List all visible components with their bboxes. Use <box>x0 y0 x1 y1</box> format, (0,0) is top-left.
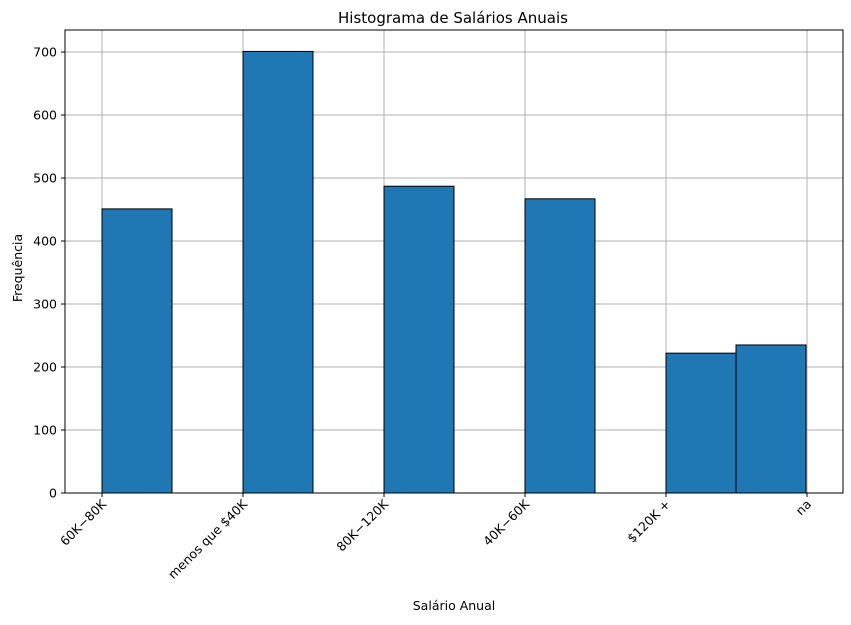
x-tick-label: menos que $40K <box>165 496 251 582</box>
y-tick-label: 600 <box>33 108 57 123</box>
x-axis-label: Salário Anual <box>413 598 496 613</box>
plot-frame <box>64 29 844 494</box>
y-tick-label: 200 <box>33 360 57 375</box>
bars-group <box>101 50 807 494</box>
bar <box>383 185 455 494</box>
y-tick-label: 400 <box>33 234 57 249</box>
y-axis-label: Frequência <box>10 234 25 302</box>
chart-title: Histograma de Salários Anuais <box>338 9 568 27</box>
bar <box>735 344 807 494</box>
y-tick-label: 500 <box>33 171 57 186</box>
bar <box>665 352 737 494</box>
y-tick-label: 300 <box>33 297 57 312</box>
bar <box>524 198 596 494</box>
y-ticks: 0 100 200 300 400 500 600 700 <box>33 45 65 501</box>
y-tick-label: 0 <box>49 486 57 501</box>
x-tick-label: na <box>792 497 814 519</box>
y-tick-label: 100 <box>33 423 57 438</box>
bar <box>101 208 173 494</box>
x-tick-label: 60K−80K <box>57 496 110 549</box>
bar <box>242 50 314 494</box>
y-tick-label: 700 <box>33 45 57 60</box>
x-ticks: 60K−80K menos que $40K 80K−120K 40K−60K $120… <box>57 493 814 582</box>
axes <box>64 29 844 494</box>
x-tick-label: $120K + <box>624 497 673 546</box>
x-tick-label: 80K−120K <box>333 496 391 554</box>
x-tick-label: 40K−60K <box>480 496 533 549</box>
